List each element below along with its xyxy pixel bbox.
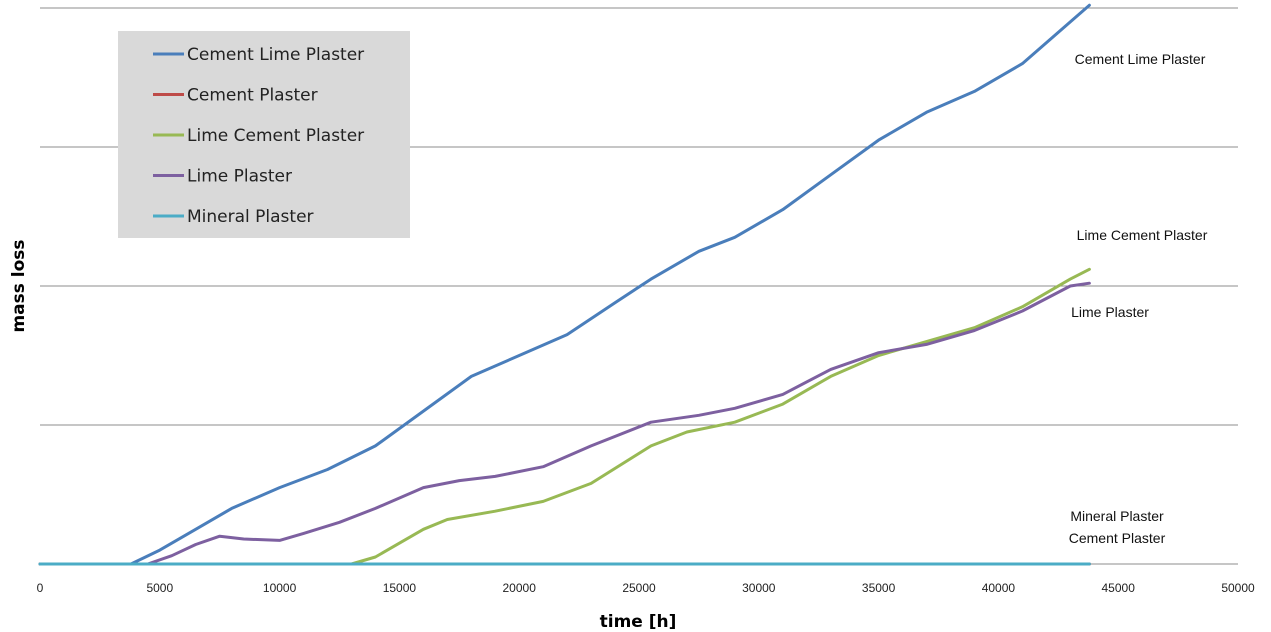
series-lines [38, 3, 1091, 566]
x-tick-labels: 0 5000 10000 15000 20000 25000 30000 35000 40000… [37, 581, 1255, 595]
x-tick-label: 15000 [383, 581, 417, 595]
legend-label: Lime Cement Plaster [187, 126, 364, 146]
series-line-2 [38, 267, 1091, 566]
legend-label: Lime Plaster [187, 167, 292, 187]
annotation-lime-cement-plaster: Lime Cement Plaster [1077, 227, 1208, 243]
line-annotations: Cement Lime Plaster Lime Cement Plaster … [1069, 51, 1208, 546]
legend-label: Mineral Plaster [187, 207, 314, 227]
x-tick-label: 10000 [263, 581, 297, 595]
y-axis-title: mass loss [9, 239, 29, 332]
series-line-0 [38, 3, 1091, 566]
x-tick-label: 5000 [146, 581, 173, 595]
annotation-mineral-plaster: Mineral Plaster [1070, 508, 1164, 524]
series-line-3 [38, 281, 1091, 566]
annotation-lime-plaster: Lime Plaster [1071, 304, 1149, 320]
legend-label: Cement Plaster [187, 86, 318, 106]
x-axis-title: time [h] [600, 612, 677, 632]
x-tick-label: 30000 [742, 581, 776, 595]
x-tick-label: 45000 [1102, 581, 1136, 595]
x-tick-label: 25000 [622, 581, 656, 595]
x-tick-label: 0 [37, 581, 44, 595]
annotation-cement-lime-plaster: Cement Lime Plaster [1075, 51, 1206, 67]
x-tick-label: 50000 [1221, 581, 1255, 595]
annotation-cement-plaster: Cement Plaster [1069, 530, 1166, 546]
legend: Cement Lime Plaster Cement Plaster Lime Ce… [118, 31, 410, 238]
x-tick-label: 20000 [503, 581, 537, 595]
x-tick-label: 40000 [982, 581, 1016, 595]
legend-label: Cement Lime Plaster [187, 45, 364, 65]
x-tick-label: 35000 [862, 581, 896, 595]
